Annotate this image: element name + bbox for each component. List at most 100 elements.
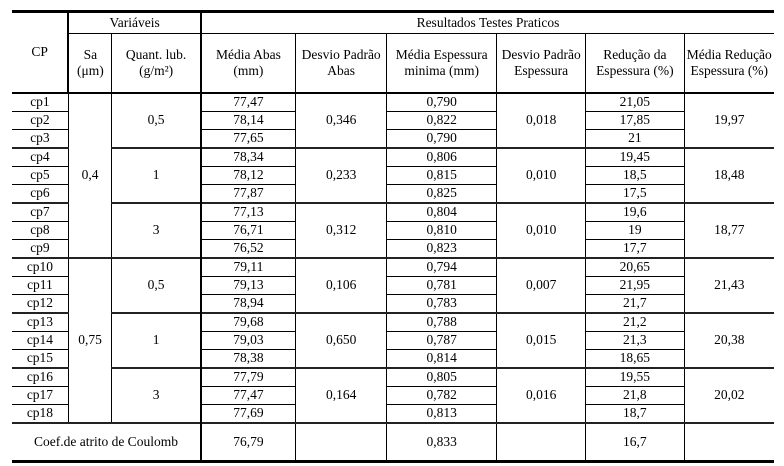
desvio-abas-value: 0,346 <box>294 92 388 149</box>
cp-label: cp7 <box>12 202 69 222</box>
header-line2: (mm) <box>233 63 264 78</box>
reducao-value: 19 <box>585 221 685 240</box>
cp-label: cp1 <box>12 92 69 112</box>
table-row: cp15 78,38 0,814 18,65 <box>12 349 774 369</box>
desvio-espessura-value: 0,010 <box>496 147 587 204</box>
header-line2: (μm) <box>76 63 104 78</box>
media-abas-value: 79,68 <box>199 312 296 332</box>
media-abas-value: 77,79 <box>199 367 296 387</box>
cp-label: cp10 <box>12 257 69 277</box>
media-espessura-value: 0,788 <box>386 312 498 332</box>
media-reducao-value: 20,38 <box>683 312 774 369</box>
footer-row: Coef.de atrito de Coulomb 76,79 0,833 16… <box>12 422 774 462</box>
table-row: cp13 1 79,68 0,650 0,788 0,015 21,2 20,3… <box>12 312 774 369</box>
header-row-columns: Sa (μm) Quant. lub. (g/m²) Média Abas (mm) … <box>12 33 774 94</box>
media-espessura-value: 0,814 <box>386 349 498 369</box>
cp-label: cp13 <box>12 312 69 332</box>
lub-value: 3 <box>111 202 202 259</box>
col-header-sa: Sa (μm) <box>68 33 113 94</box>
reducao-value: 21,3 <box>585 331 685 350</box>
reducao-value: 19,55 <box>585 367 685 387</box>
desvio-espessura-value <box>496 422 587 462</box>
header-line1: Desvio Padrão <box>501 46 581 62</box>
media-espessura-value: 0,806 <box>386 147 498 167</box>
media-abas-value: 79,11 <box>199 257 296 277</box>
media-abas-value: 79,13 <box>199 276 296 295</box>
media-espessura-value: 0,794 <box>386 257 498 277</box>
media-abas-value: 78,38 <box>199 349 296 369</box>
table-row: cp7 3 77,13 0,312 0,804 0,010 19,6 18,77 <box>12 202 774 259</box>
media-espessura-value: 0,781 <box>386 276 498 295</box>
col-header-desvio-abas: Desvio Padrão Abas <box>294 33 388 94</box>
cp-label: cp12 <box>12 294 69 314</box>
header-line2: Abas <box>327 63 356 78</box>
desvio-espessura-value: 0,018 <box>496 92 587 149</box>
reducao-value: 17,7 <box>585 239 685 259</box>
lub-value: 0,5 <box>111 92 202 149</box>
media-reducao-value: 18,77 <box>683 202 774 259</box>
header-line1: Média Espessura <box>395 46 488 62</box>
cp-label: cp4 <box>12 147 69 167</box>
media-espessura-value: 0,833 <box>386 422 498 462</box>
desvio-abas-value: 0,233 <box>294 147 388 204</box>
table-row: cp8 76,71 0,810 19 <box>12 221 774 240</box>
footer-label: Coef.de atrito de Coulomb <box>12 422 202 462</box>
header-line2: Espessura <box>514 63 569 78</box>
header-line2: Espessura (%) <box>690 63 769 78</box>
media-abas-value: 76,52 <box>199 239 296 259</box>
cp-label: cp18 <box>12 404 69 424</box>
reducao-value: 21,7 <box>585 294 685 314</box>
media-espessura-value: 0,804 <box>386 202 498 222</box>
cp-label: cp2 <box>12 111 69 130</box>
media-abas-value: 79,03 <box>199 331 296 350</box>
results-table: CP Variáveis Resultados Testes Praticos … <box>12 10 774 463</box>
reducao-value: 16,7 <box>585 422 685 462</box>
cp-label: cp14 <box>12 331 69 350</box>
media-espessura-value: 0,790 <box>386 92 498 112</box>
media-abas-value: 77,87 <box>199 184 296 204</box>
desvio-abas-value: 0,312 <box>294 202 388 259</box>
reducao-value: 18,5 <box>585 166 685 185</box>
lub-value: 3 <box>111 367 202 424</box>
cp-label: cp9 <box>12 239 69 259</box>
media-espessura-value: 0,813 <box>386 404 498 424</box>
reducao-value: 21,05 <box>585 92 685 112</box>
header-resultados: Resultados Testes Praticos <box>199 11 774 34</box>
table-row: cp3 77,65 0,790 21 <box>12 129 774 149</box>
table-row: cp12 78,94 0,783 21,7 <box>12 294 774 314</box>
table-row: cp4 1 78,34 0,233 0,806 0,010 19,45 18,4… <box>12 147 774 204</box>
media-reducao-value: 20,02 <box>683 367 774 424</box>
media-espessura-value: 0,783 <box>386 294 498 314</box>
sa-value: 0,75 <box>67 257 113 424</box>
media-espessura-value: 0,825 <box>386 184 498 204</box>
media-abas-value: 76,71 <box>199 221 296 240</box>
media-abas-value: 78,12 <box>199 166 296 185</box>
media-abas-value: 77,65 <box>199 129 296 149</box>
reducao-value: 17,5 <box>585 184 685 204</box>
sa-value: 0,4 <box>67 92 113 259</box>
reducao-value: 21,95 <box>585 276 685 295</box>
col-header-media-espessura: Média Espessura minima (mm) <box>386 33 498 94</box>
media-abas-value: 77,13 <box>199 202 296 222</box>
table-row: cp11 79,13 0,781 21,95 <box>12 276 774 295</box>
table-row: cp16 3 77,79 0,164 0,805 0,016 19,55 20,… <box>12 367 774 424</box>
media-abas-value: 77,47 <box>199 386 296 405</box>
media-reducao-value: 18,48 <box>683 147 774 204</box>
cp-label: cp16 <box>12 367 69 387</box>
media-reducao-value <box>683 422 774 462</box>
media-reducao-value: 19,97 <box>683 92 774 149</box>
header-line1: Sa <box>83 46 98 62</box>
header-line1: Quant. lub. <box>125 46 187 62</box>
col-header-reducao: Redução da Espessura (%) <box>585 33 685 94</box>
cp-label: cp11 <box>12 276 69 295</box>
header-line1: Desvio Padrão <box>301 46 381 62</box>
media-espessura-value: 0,815 <box>386 166 498 185</box>
cp-label: cp8 <box>12 221 69 240</box>
media-espessura-value: 0,805 <box>386 367 498 387</box>
desvio-abas-value: 0,650 <box>294 312 388 369</box>
desvio-espessura-value: 0,015 <box>496 312 587 369</box>
reducao-value: 20,65 <box>585 257 685 277</box>
table-row: cp1 0,4 0,5 77,47 0,346 0,790 0,018 21,0… <box>12 92 774 259</box>
media-espessura-value: 0,782 <box>386 386 498 405</box>
